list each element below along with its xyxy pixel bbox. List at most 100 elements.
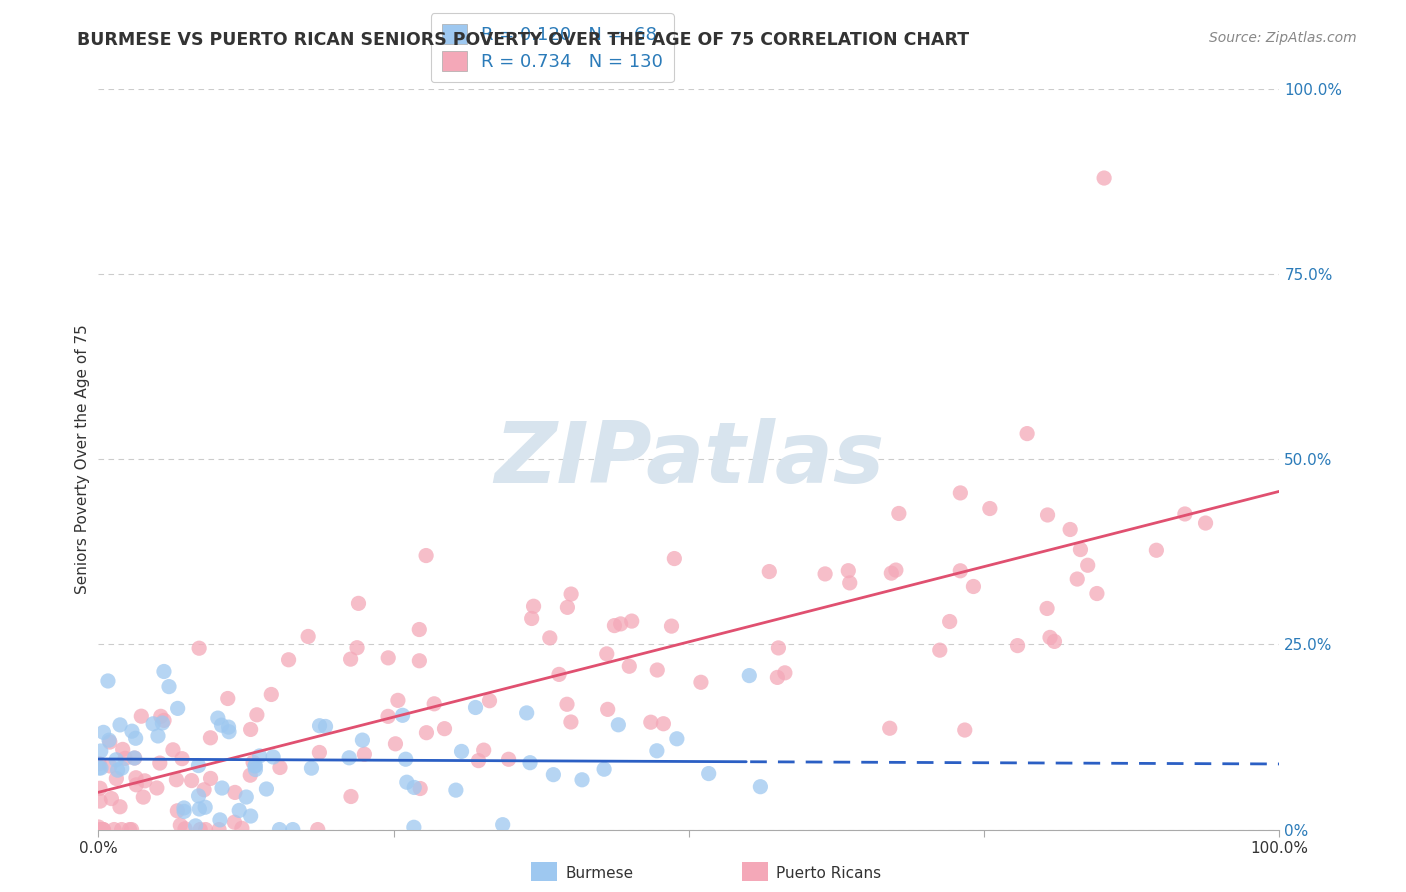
Point [423,697,446,711]
Point [180,773,202,788]
Point [377,709,399,723]
Point [87,820,110,834]
Point [492,818,515,832]
Point [118,822,141,837]
Point [89,761,111,775]
Point [402,820,425,834]
Point [269,822,291,837]
Point [1036,601,1059,615]
Point [166,701,188,715]
Point [211,780,233,795]
Point [557,600,579,615]
Point [353,747,375,762]
Point [979,501,1001,516]
Point [837,564,859,578]
Point [472,743,495,757]
Point [596,702,619,716]
Point [464,700,486,714]
Point [609,616,631,631]
Point [1144,543,1167,558]
Point [415,725,437,739]
Point [387,693,409,707]
Point [239,768,262,782]
Point [132,790,155,805]
Point [142,716,165,731]
Text: BURMESE VS PUERTO RICAN SENIORS POVERTY OVER THE AGE OF 75 CORRELATION CHART: BURMESE VS PUERTO RICAN SENIORS POVERTY … [77,31,970,49]
Point [149,709,172,723]
Point [928,643,950,657]
Point [301,761,323,775]
Point [522,599,544,614]
Point [498,752,520,766]
Point [620,614,643,628]
Point [773,665,796,680]
Point [239,723,262,737]
Point [231,822,253,836]
Point [194,800,217,814]
Text: Source: ZipAtlas.com: Source: ZipAtlas.com [1209,31,1357,45]
Point [246,707,269,722]
Point [207,711,229,725]
Point [738,668,761,682]
Point [103,822,125,837]
Point [124,751,146,765]
Point [200,772,222,786]
Point [408,654,430,668]
Point [173,805,195,819]
Point [134,773,156,788]
Point [188,802,211,816]
Point [377,651,399,665]
Point [884,563,907,577]
Point [444,783,467,797]
Point [245,758,267,772]
Point [153,714,176,728]
Point [962,580,984,594]
Point [193,782,215,797]
Point [90,761,112,775]
Point [538,631,561,645]
Point [239,809,262,823]
Point [108,718,131,732]
Point [89,822,111,837]
Point [690,675,713,690]
Point [297,630,319,644]
Point [200,731,222,745]
Point [415,549,437,563]
Point [645,744,668,758]
Point [121,822,143,837]
Point [1066,572,1088,586]
Point [277,653,299,667]
Point [111,822,134,837]
Point [217,691,239,706]
Point [187,758,209,772]
Point [814,566,837,581]
Point [125,771,148,785]
Point [408,623,430,637]
Point [146,780,169,795]
Point [91,822,114,837]
Point [768,640,790,655]
Point [93,822,115,837]
Point [766,670,789,684]
Point [98,733,121,747]
Point [571,772,593,787]
Point [97,673,120,688]
Point [129,709,152,723]
Point [89,781,111,796]
Point [1092,171,1115,186]
Point [157,680,180,694]
Point [242,756,264,770]
Point [697,766,720,780]
Point [1077,558,1099,573]
Point [467,754,489,768]
Point [208,813,231,827]
Point [879,721,901,735]
Point [1039,631,1062,645]
Point [555,698,578,712]
Point [346,640,368,655]
Point [596,647,619,661]
Point [114,751,136,765]
Point [560,587,582,601]
Point [91,822,114,837]
Point [269,760,291,774]
